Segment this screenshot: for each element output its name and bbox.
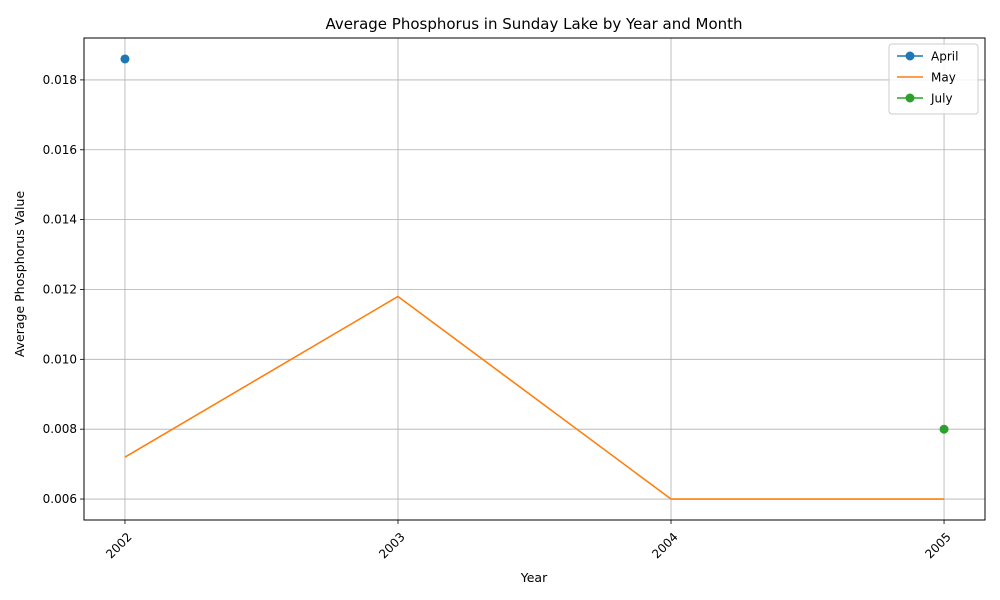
legend-marker-april bbox=[905, 51, 915, 61]
legend: April May July bbox=[888, 43, 979, 115]
y-tick-label: 0.008 bbox=[43, 422, 77, 436]
legend-marker-july bbox=[905, 93, 915, 103]
y-tick-label: 0.012 bbox=[43, 282, 77, 296]
series-line-may bbox=[124, 295, 945, 500]
y-axis: 0.006 0.008 0.010 0.012 0.014 0.016 0.018 bbox=[43, 73, 84, 506]
chart-title: Average Phosphorus in Sunday Lake by Yea… bbox=[325, 15, 742, 33]
legend-label-may: May bbox=[931, 71, 956, 85]
data-point-july bbox=[939, 424, 949, 434]
plot-frame bbox=[83, 37, 986, 521]
legend-label-july: July bbox=[930, 92, 953, 106]
data-point-april bbox=[120, 54, 130, 64]
grid-lines bbox=[84, 38, 985, 520]
x-axis-label: Year bbox=[520, 570, 548, 585]
y-tick-label: 0.006 bbox=[43, 492, 77, 506]
y-tick-label: 0.016 bbox=[43, 143, 77, 157]
y-tick-label: 0.010 bbox=[43, 352, 77, 366]
y-axis-label: Average Phosphorus Value bbox=[12, 191, 27, 358]
legend-label-april: April bbox=[931, 50, 958, 64]
y-tick-label: 0.014 bbox=[43, 213, 77, 227]
y-tick-label: 0.018 bbox=[43, 73, 77, 87]
series-layer bbox=[120, 54, 949, 500]
